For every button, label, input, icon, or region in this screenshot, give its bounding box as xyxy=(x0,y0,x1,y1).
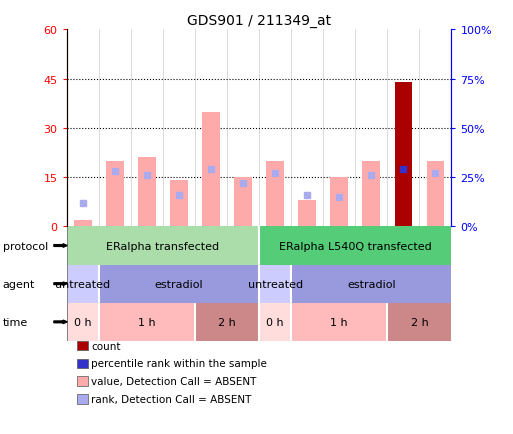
Bar xyxy=(74,220,91,227)
Bar xyxy=(259,303,291,341)
Bar xyxy=(170,181,188,227)
Text: protocol: protocol xyxy=(3,241,48,251)
Bar xyxy=(291,265,451,303)
Text: estradiol: estradiol xyxy=(347,279,396,289)
Bar xyxy=(98,303,195,341)
Text: time: time xyxy=(3,317,28,327)
Bar xyxy=(427,161,444,227)
Bar xyxy=(67,303,98,341)
Bar xyxy=(106,161,124,227)
Text: estradiol: estradiol xyxy=(154,279,203,289)
Bar xyxy=(67,227,259,265)
Bar xyxy=(138,158,155,227)
Bar xyxy=(234,178,252,227)
Text: 1 h: 1 h xyxy=(330,317,348,327)
Text: untreated: untreated xyxy=(55,279,110,289)
Bar xyxy=(98,265,259,303)
Text: value, Detection Call = ABSENT: value, Detection Call = ABSENT xyxy=(91,376,256,386)
Text: agent: agent xyxy=(3,279,35,289)
Text: ERalpha L540Q transfected: ERalpha L540Q transfected xyxy=(279,241,431,251)
Bar xyxy=(195,303,259,341)
Bar xyxy=(202,112,220,227)
Bar xyxy=(299,201,316,227)
Bar xyxy=(266,161,284,227)
Bar xyxy=(330,178,348,227)
Text: rank, Detection Call = ABSENT: rank, Detection Call = ABSENT xyxy=(91,394,252,404)
Bar xyxy=(259,265,291,303)
Bar xyxy=(291,303,387,341)
Text: 2 h: 2 h xyxy=(218,317,236,327)
Bar xyxy=(67,265,98,303)
Bar xyxy=(387,303,451,341)
Title: GDS901 / 211349_at: GDS901 / 211349_at xyxy=(187,14,331,28)
Text: 2 h: 2 h xyxy=(410,317,428,327)
Text: untreated: untreated xyxy=(248,279,303,289)
Bar xyxy=(259,227,451,265)
Bar xyxy=(394,83,412,227)
Text: ERalpha transfected: ERalpha transfected xyxy=(106,241,220,251)
Text: 0 h: 0 h xyxy=(74,317,91,327)
Text: percentile rank within the sample: percentile rank within the sample xyxy=(91,358,267,368)
Text: count: count xyxy=(91,341,121,351)
Text: 1 h: 1 h xyxy=(138,317,155,327)
Text: 0 h: 0 h xyxy=(266,317,284,327)
Bar xyxy=(363,161,380,227)
